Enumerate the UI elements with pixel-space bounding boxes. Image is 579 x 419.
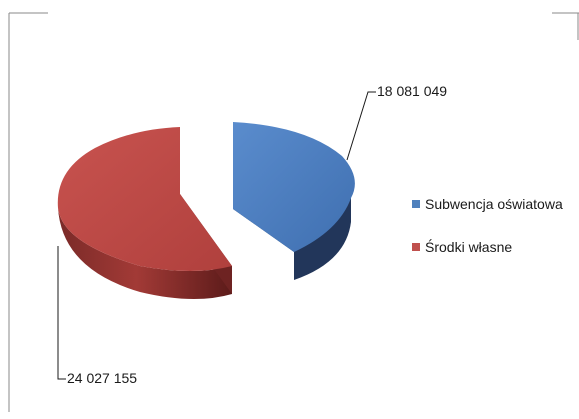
pie-slice-srodki[interactable] xyxy=(57,127,233,271)
pie-slice-subwencja-side-outer xyxy=(294,198,351,280)
leader-line-subwencja xyxy=(346,91,376,161)
legend-item-srodki: Środki własne xyxy=(412,236,563,258)
legend-swatch-subwencja xyxy=(412,200,420,208)
legend-swatch-srodki xyxy=(412,243,420,251)
legend-label-srodki: Środki własne xyxy=(425,239,513,255)
pie-slice-srodki-side xyxy=(58,208,232,300)
data-label-subwencja: 18 081 049 xyxy=(377,83,448,99)
legend-label-subwencja: Subwencja oświatowa xyxy=(425,196,563,212)
data-label-srodki: 24 027 155 xyxy=(67,370,138,386)
legend-item-subwencja: Subwencja oświatowa xyxy=(412,193,563,215)
pie-slice-subwencja[interactable] xyxy=(233,122,355,252)
leader-line-srodki xyxy=(57,246,66,380)
legend: Subwencja oświatowa Środki własne xyxy=(412,193,563,279)
